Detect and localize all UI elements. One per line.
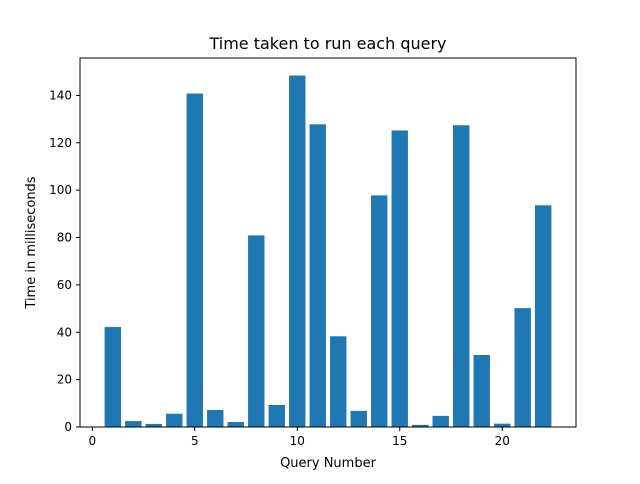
bar-query-2 (125, 421, 142, 427)
bar-query-21 (514, 308, 531, 427)
x-tick-label: 0 (88, 434, 96, 448)
y-tick-label: 140 (49, 88, 72, 102)
bar-query-9 (268, 404, 285, 427)
bar-query-3 (145, 423, 162, 427)
x-tick-label: 5 (191, 434, 199, 448)
bar-query-14 (371, 195, 388, 427)
bar-query-13 (350, 410, 367, 427)
bar-query-4 (166, 413, 183, 427)
x-axis-label: Query Number (280, 456, 377, 471)
x-tick-label: 15 (392, 434, 407, 448)
bar-query-16 (412, 424, 429, 427)
y-axis-label: Time in milliseconds (24, 176, 39, 309)
x-axis-ticks: 0 5 10 15 20 (88, 427, 510, 448)
y-tick-label: 60 (57, 278, 72, 292)
y-axis-ticks: 0 20 40 60 80 100 120 140 (49, 88, 80, 434)
y-tick-label: 20 (57, 373, 72, 387)
bar-query-18 (453, 125, 470, 427)
bar-query-17 (432, 415, 449, 427)
bar-query-8 (248, 235, 265, 427)
bar-query-6 (207, 409, 224, 427)
y-tick-label: 0 (64, 420, 72, 434)
y-tick-label: 120 (49, 136, 72, 150)
bar-query-22 (535, 205, 552, 427)
x-tick-label: 10 (290, 434, 305, 448)
y-tick-label: 80 (57, 231, 72, 245)
bar-query-11 (309, 124, 326, 427)
bar-query-10 (289, 75, 306, 427)
bar-query-15 (391, 130, 408, 427)
bar-query-5 (186, 93, 203, 427)
bar-query-19 (473, 355, 490, 427)
y-tick-label: 40 (57, 325, 72, 339)
bar-query-7 (227, 422, 244, 427)
chart-title: Time taken to run each query (208, 34, 446, 53)
plot-frame (79, 57, 577, 428)
bars (104, 75, 552, 427)
x-tick-label: 20 (495, 434, 510, 448)
bar-query-20 (494, 423, 511, 427)
y-tick-label: 100 (49, 183, 72, 197)
bar-query-12 (330, 336, 347, 427)
bar-query-1 (104, 327, 121, 427)
